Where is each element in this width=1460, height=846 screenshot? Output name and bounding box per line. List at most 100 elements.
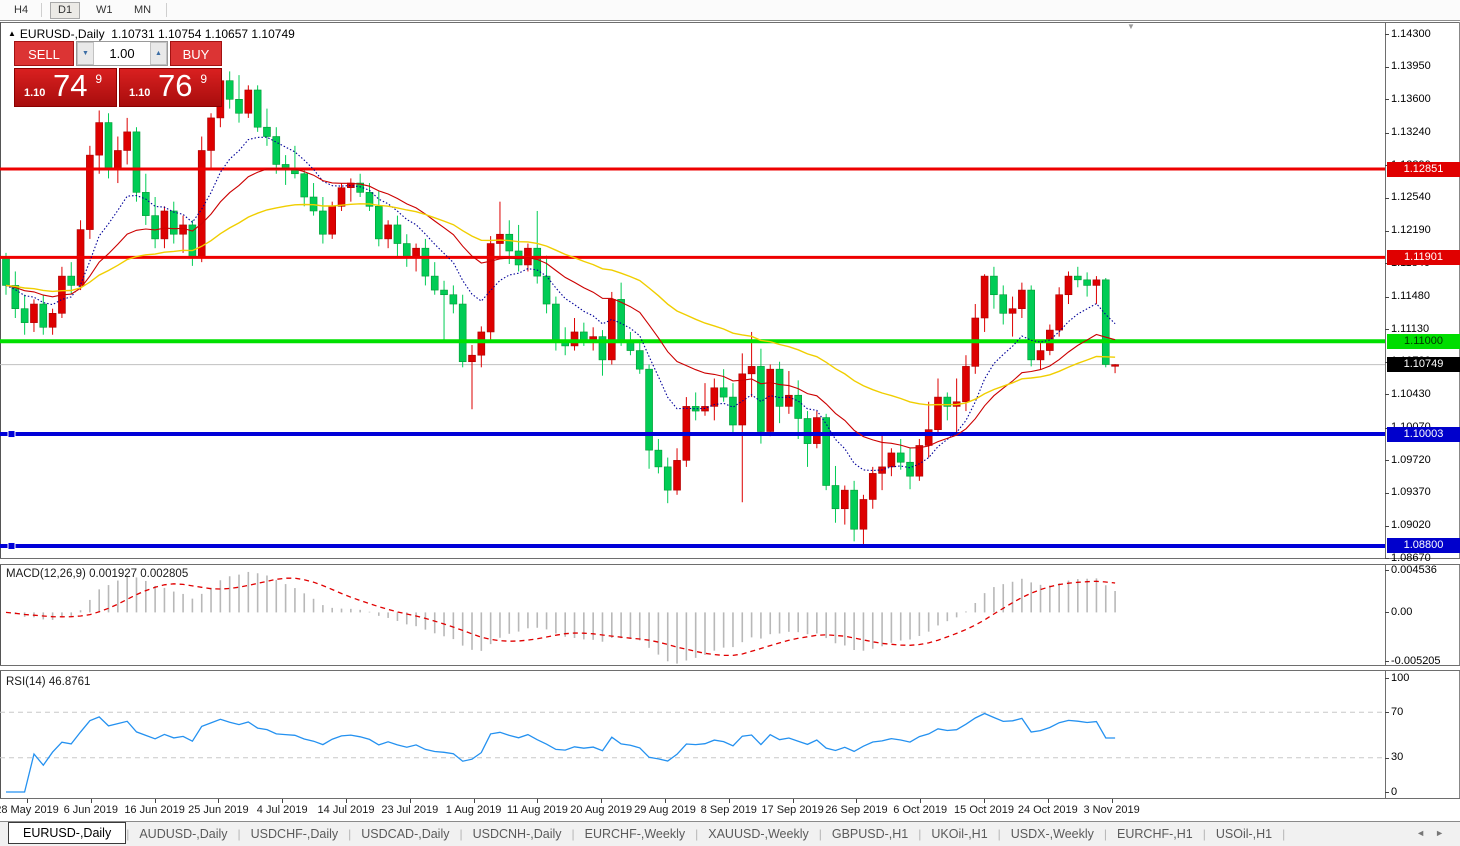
date-axis-tickmark — [409, 799, 411, 803]
candles-layer — [2, 71, 1119, 547]
tab-scroll-left-icon[interactable]: ◄ — [1416, 828, 1436, 838]
price-axis-tick: 1.12190 — [1391, 224, 1431, 236]
date-label: 26 Sep 2019 — [825, 804, 888, 816]
date-label: 4 Jul 2019 — [256, 804, 308, 816]
buy-price-small: 1.10 — [129, 87, 151, 99]
tab-separator: | — [1103, 827, 1108, 841]
date-axis-tickmark — [154, 799, 156, 803]
macd-axis-tick: -0.005205 — [1391, 654, 1441, 667]
buy-button[interactable]: BUY — [170, 41, 222, 66]
price-axis-tick: 1.11480 — [1391, 290, 1430, 303]
timeframe-button-w1[interactable]: W1 — [96, 4, 113, 16]
date-axis-tickmark — [920, 799, 922, 803]
ma-fast-line — [5, 136, 1116, 472]
price-axis-tick: 1.13240 — [1391, 126, 1431, 139]
rsi-line — [6, 712, 1116, 793]
chart-window-border — [0, 22, 1460, 23]
pane-separator[interactable] — [0, 665, 1460, 671]
macd-axis-tickmark — [1385, 570, 1389, 572]
symbol-collapse-icon[interactable]: ▲ — [8, 29, 16, 38]
sell-button[interactable]: SELL — [14, 41, 74, 66]
price-axis-tickmark — [1385, 394, 1389, 396]
date-label: 25 Jun 2019 — [188, 804, 249, 816]
toolbar-separator — [41, 3, 42, 17]
tab-usdcnh-daily[interactable]: USDCNH-,Daily — [472, 827, 562, 841]
rsi-axis-tickmark — [1385, 792, 1389, 793]
rsi-axis-tickmark — [1385, 678, 1389, 679]
tab-separator: | — [348, 827, 352, 841]
tab-usdcad-daily[interactable]: USDCAD-,Daily — [361, 827, 450, 841]
price-axis-tickmark — [1385, 329, 1389, 331]
tab-separator: | — [695, 827, 699, 841]
date-axis[interactable]: 28 May 2019 6 Jun 2019 16 Jun 2019 25 Jun 2… — [0, 799, 1460, 821]
price-tag-1.11000: 1.11000 — [1387, 333, 1460, 349]
date-label: 14 Jul 2019 — [317, 804, 375, 816]
timeframe-button-d1[interactable]: D1 — [50, 2, 81, 19]
date-label: 11 Aug 2019 — [506, 804, 568, 816]
buy-price-display[interactable]: 1.10 76 9 — [119, 68, 222, 107]
price-axis-tick: 1.09370 — [1391, 486, 1431, 499]
date-axis-tickmark — [984, 799, 985, 803]
macd-axis-tickmark — [1385, 612, 1389, 614]
price-axis-tickmark — [1385, 492, 1389, 494]
tab-scroll-right-icon[interactable]: ► — [1435, 828, 1454, 838]
symbol-name: EURUSD-,Daily — [19, 27, 105, 41]
sell-price-display[interactable]: 1.10 74 9 — [14, 68, 117, 107]
tab-usdchf-daily[interactable]: USDCHF-,Daily — [250, 827, 339, 841]
price-axis-tick: 1.14300 — [1391, 27, 1431, 40]
tab-separator: | — [1202, 827, 1206, 841]
timeframe-button-h4[interactable]: H4 — [14, 4, 29, 16]
buy-price-sup: 9 — [200, 72, 207, 86]
timeframe-toolbar: H4 D1 W1 MN — [0, 0, 1460, 21]
price-axis-tickmark — [1385, 230, 1389, 232]
tab-separator: | — [571, 827, 575, 841]
hline-handle[interactable] — [7, 430, 16, 439]
date-label: 3 Nov 2019 — [1083, 804, 1140, 816]
toolbar-separator — [166, 3, 167, 17]
price-axis-tick: 1.13950 — [1391, 60, 1431, 73]
price-axis-tick: 1.10430 — [1391, 387, 1431, 400]
chart-shift-marker-icon[interactable]: ▼ — [1127, 22, 1135, 31]
date-label: 20 Aug 2019 — [570, 804, 633, 816]
tab-xauusd-weekly[interactable]: XAUUSD-,Weekly — [708, 827, 809, 841]
tab-ukoil-h1[interactable]: UKOil-,H1 — [931, 827, 988, 841]
date-axis-tickmark — [856, 799, 858, 803]
hline-handle[interactable] — [7, 541, 16, 550]
volume-decrease-icon[interactable]: ▼ — [77, 42, 94, 65]
price-axis-tickmark — [1385, 296, 1389, 298]
macd-axis-tick: 0.00 — [1391, 605, 1413, 618]
date-label: 6 Oct 2019 — [893, 804, 948, 816]
rsi-label: RSI(14) 46.8761 — [6, 676, 91, 688]
tab-eurusd-daily[interactable]: EURUSD-,Daily — [8, 822, 127, 844]
pane-separator — [0, 798, 1460, 799]
price-axis-border — [1385, 22, 1386, 820]
tab-gbpusd-h1[interactable]: GBPUSD-,H1 — [831, 827, 909, 841]
price-axis-tickmark — [1385, 197, 1389, 199]
date-label: 17 Sep 2019 — [761, 804, 824, 816]
volume-input[interactable]: 1.00 — [109, 46, 135, 61]
tab-separator: | — [818, 827, 822, 841]
ma-mid-line — [5, 168, 1116, 449]
tab-separator: | — [918, 827, 922, 841]
tab-separator: | — [237, 827, 241, 841]
date-axis-tickmark — [218, 799, 220, 803]
price-axis-tickmark — [1385, 66, 1389, 68]
date-axis-tickmark — [665, 799, 666, 803]
ma-slow-line — [5, 203, 1116, 406]
tab-eurchf-h1[interactable]: EURCHF-,H1 — [1117, 827, 1193, 841]
tab-audusd-daily[interactable]: AUDUSD-,Daily — [139, 827, 228, 841]
tab-separator: | — [459, 827, 463, 841]
macd-axis-tick: 0.004536 — [1391, 563, 1437, 576]
volume-increase-icon[interactable]: ▲ — [150, 42, 167, 65]
timeframe-button-mn[interactable]: MN — [134, 4, 152, 16]
price-axis-tick: 1.09020 — [1391, 519, 1431, 531]
tab-usoil-h1[interactable]: USOil-,H1 — [1215, 827, 1273, 841]
date-label: 15 Oct 2019 — [954, 804, 1014, 816]
tab-eurchf-weekly[interactable]: EURCHF-,Weekly — [584, 827, 686, 841]
tab-usdx-weekly[interactable]: USDX-,Weekly — [1010, 827, 1094, 841]
price-tag-1.10003: 1.10003 — [1387, 426, 1460, 442]
pane-separator[interactable] — [0, 558, 1460, 565]
macd-signal-line — [5, 577, 1116, 657]
